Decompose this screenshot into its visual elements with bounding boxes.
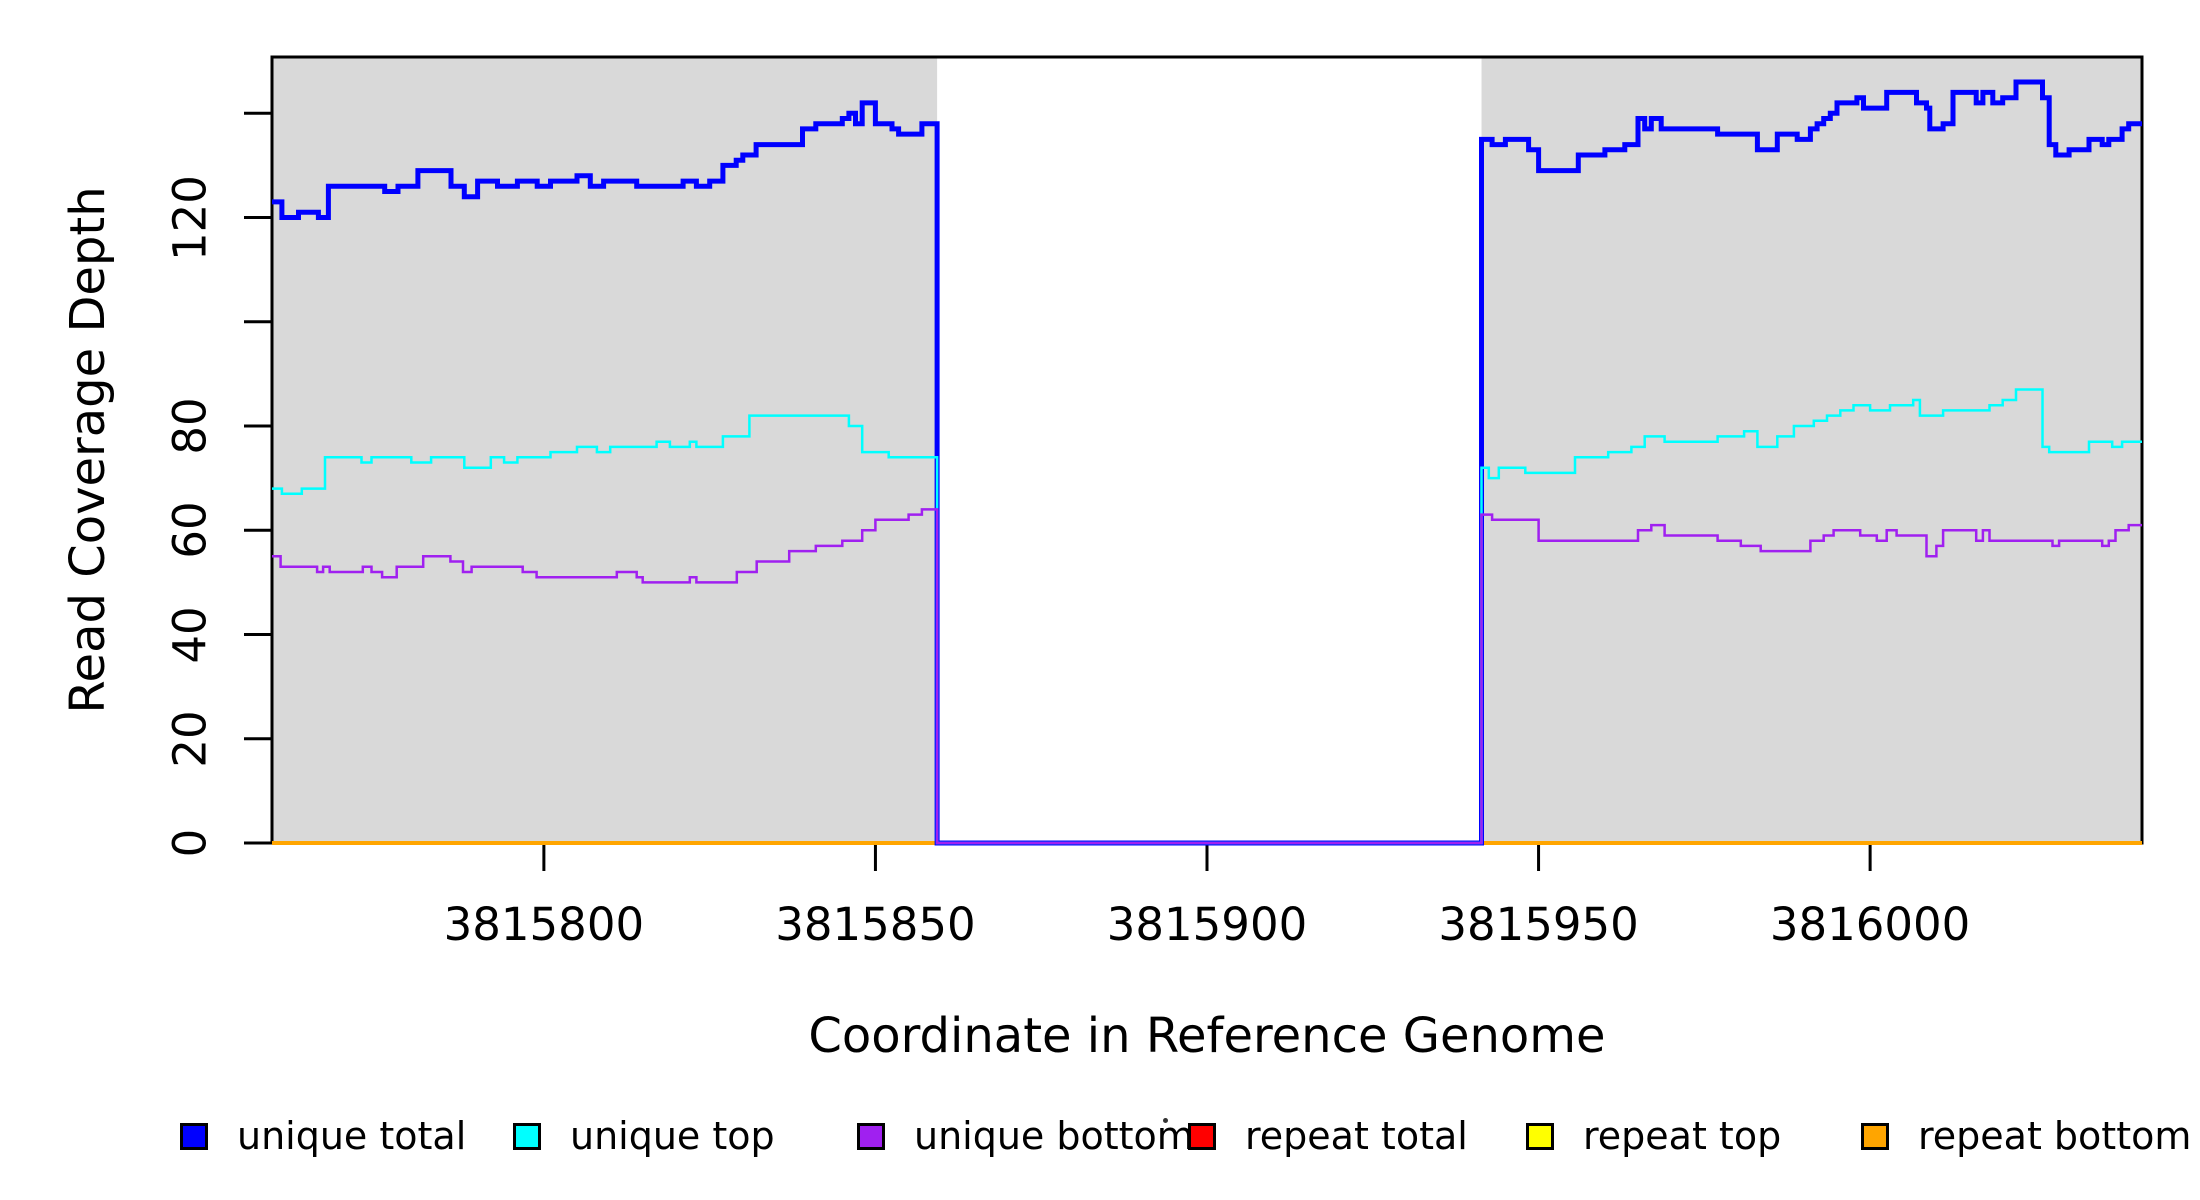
- legend-label-repeat-bottom: repeat bottom: [1918, 1114, 2192, 1158]
- legend-label-repeat-top: repeat top: [1583, 1114, 1782, 1158]
- x-tick-label-3815800: 3815800: [443, 898, 645, 951]
- legend-label-repeat-total: repeat total: [1245, 1114, 1468, 1158]
- stray-dot-artifact: [1163, 1118, 1168, 1123]
- legend-swatch-unique-total: [180, 1123, 208, 1150]
- x-tick-label-3816000: 3816000: [1769, 898, 1971, 951]
- y-axis-title: Read Coverage Depth: [60, 186, 116, 714]
- x-tick-label-3815900: 3815900: [1106, 898, 1308, 951]
- x-tick-label-3815950: 3815950: [1438, 898, 1639, 951]
- y-tick-label-120: 120: [163, 174, 217, 261]
- legend-swatch-unique-top: [513, 1123, 541, 1150]
- y-tick-label-80: 80: [163, 397, 217, 455]
- legend-swatch-unique-bottom: [857, 1123, 885, 1150]
- legend-label-unique-top: unique top: [570, 1114, 775, 1158]
- series-line-unique-top: [272, 388, 2142, 845]
- shaded-region-2: [1481, 57, 2142, 843]
- y-tick-label-0: 0: [163, 828, 217, 858]
- legend-swatch-repeat-bottom: [1861, 1123, 1889, 1150]
- shaded-region-1: [272, 57, 938, 843]
- legend-swatch-repeat-top: [1526, 1123, 1554, 1150]
- x-axis-title: Coordinate in Reference Genome: [808, 1008, 1606, 1064]
- x-tick-label-3815850: 3815850: [775, 898, 976, 951]
- series-line-unique-bottom: [272, 508, 2142, 845]
- y-tick-label-40: 40: [163, 605, 217, 664]
- y-tick-label-60: 60: [163, 501, 217, 559]
- y-tick-label-20: 20: [163, 710, 217, 768]
- legend-label-unique-total: unique total: [237, 1114, 467, 1158]
- legend-swatch-repeat-total: [1188, 1123, 1216, 1150]
- series-line-unique-total: [272, 79, 2142, 846]
- legend-label-unique-bottom: unique bottom: [914, 1114, 1194, 1158]
